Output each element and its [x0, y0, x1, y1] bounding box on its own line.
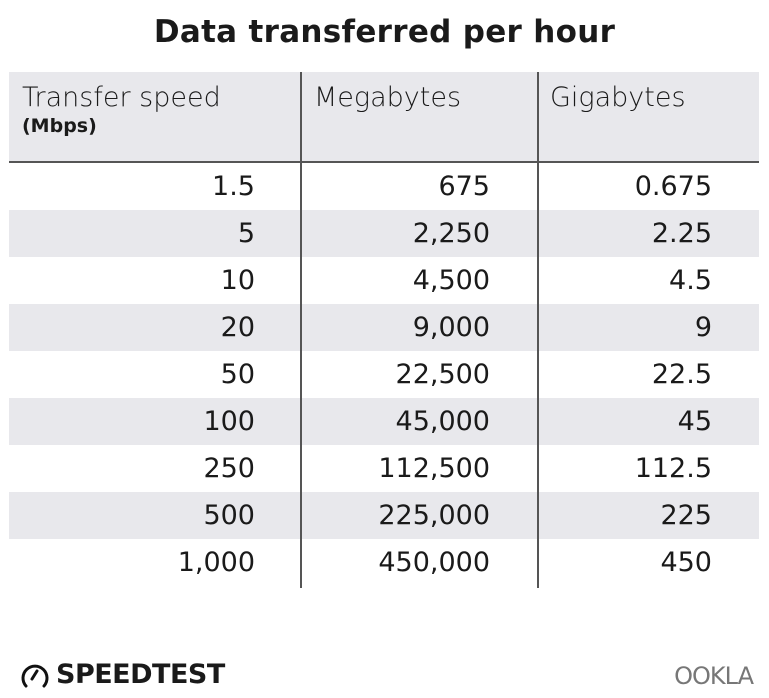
cell-speed: 1,000 [177, 547, 255, 578]
ookla-logo: OOKLA [674, 662, 754, 690]
cell-gigabytes: 112.5 [634, 453, 712, 484]
cell-gigabytes: 45 [677, 406, 712, 437]
cell-gigabytes: 450 [660, 547, 712, 578]
cell-speed: 20 [220, 312, 255, 343]
table-row: 5 2,250 2.25 [9, 210, 759, 257]
cell-gigabytes: 4.5 [669, 265, 712, 296]
cell-speed: 5 [237, 218, 255, 249]
cell-speed: 10 [220, 265, 255, 296]
table-row: 100 45,000 45 [9, 398, 759, 445]
speedtest-wordmark: SPEEDTEST [56, 659, 225, 690]
cell-megabytes: 4,500 [412, 265, 490, 296]
header-megabytes: Megabytes [314, 82, 462, 113]
cell-gigabytes: 9 [694, 312, 712, 343]
cell-megabytes: 112,500 [378, 453, 490, 484]
speedtest-logo: SPEEDTEST [20, 659, 225, 690]
cell-speed: 100 [203, 406, 255, 437]
cell-megabytes: 675 [438, 171, 490, 202]
table-header: Transfer speed (Mbps) Megabytes Gigabyte… [9, 72, 759, 163]
table-row: 10 4,500 4.5 [9, 257, 759, 304]
table-row: 20 9,000 9 [9, 304, 759, 351]
table-row: 50 22,500 22.5 [9, 351, 759, 398]
table-row: 1,000 450,000 450 [9, 539, 759, 586]
table-row: 1.5 675 0.675 [9, 163, 759, 210]
column-divider [300, 72, 302, 588]
cell-speed: 250 [203, 453, 255, 484]
cell-gigabytes: 2.25 [651, 218, 712, 249]
cell-gigabytes: 22.5 [651, 359, 712, 390]
cell-gigabytes: 0.675 [634, 171, 712, 202]
cell-megabytes: 45,000 [395, 406, 490, 437]
cell-megabytes: 2,250 [412, 218, 490, 249]
cell-megabytes: 22,500 [395, 359, 490, 390]
cell-speed: 50 [220, 359, 255, 390]
table-row: 250 112,500 112.5 [9, 445, 759, 492]
header-gigabytes: Gigabytes [550, 82, 686, 113]
chart-title: Data transferred per hour [153, 14, 616, 50]
cell-speed: 500 [203, 500, 255, 531]
cell-gigabytes: 225 [660, 500, 712, 531]
data-table: Transfer speed (Mbps) Megabytes Gigabyte… [9, 72, 759, 586]
column-divider [537, 72, 539, 588]
cell-megabytes: 225,000 [378, 500, 490, 531]
header-label: Transfer speed [22, 82, 221, 113]
table-row: 500 225,000 225 [9, 492, 759, 539]
speedometer-icon [21, 664, 49, 687]
header-transfer-speed: Transfer speed (Mbps) [22, 82, 221, 137]
cell-megabytes: 450,000 [378, 547, 490, 578]
cell-megabytes: 9,000 [412, 312, 490, 343]
cell-speed: 1.5 [212, 171, 255, 202]
header-unit: (Mbps) [22, 115, 97, 137]
